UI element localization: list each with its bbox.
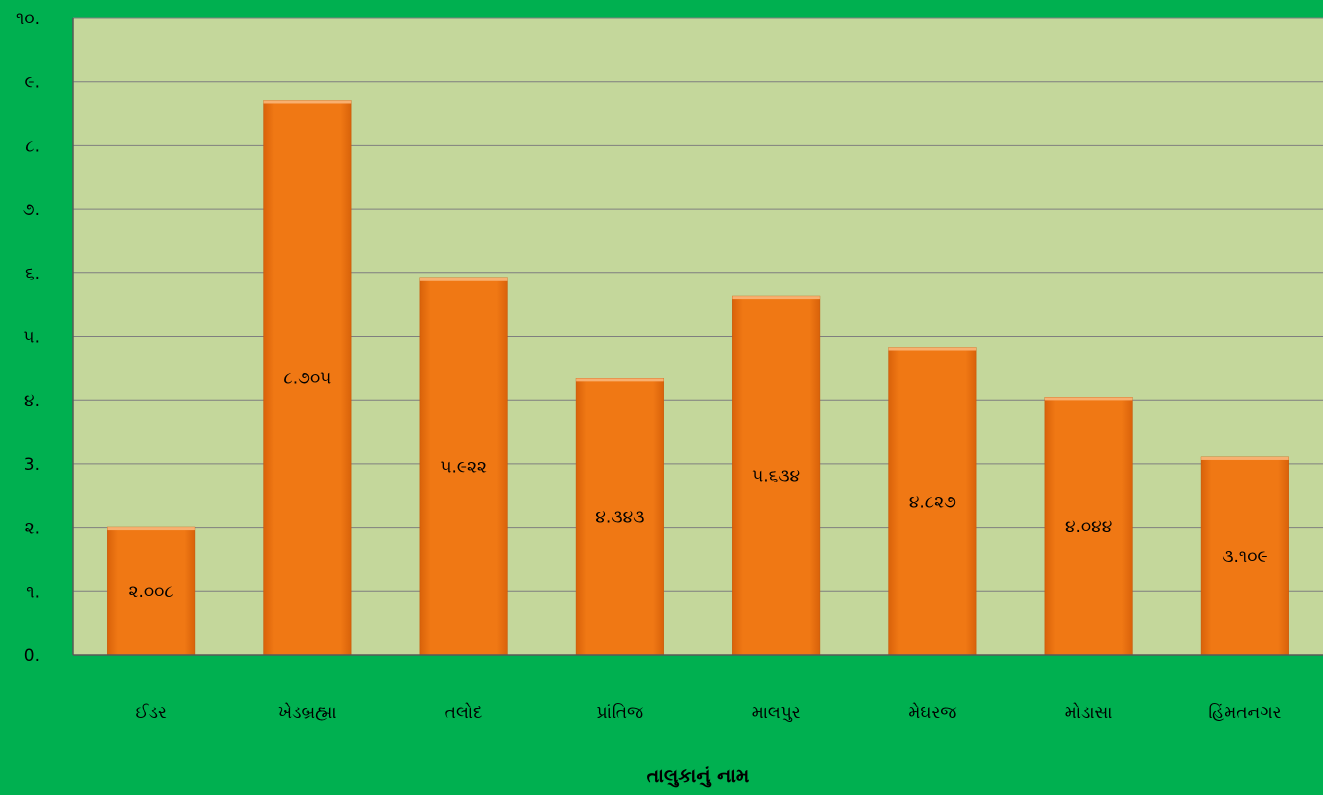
data-label: ૨.૦૦૮ — [129, 582, 174, 602]
x-tick-label: તલોદ — [445, 702, 483, 723]
bar-highlight — [1044, 397, 1133, 401]
y-tick-label: ૨. — [25, 519, 40, 539]
y-tick-label: ૧૦. — [16, 9, 40, 29]
bar — [419, 277, 508, 656]
bar — [107, 526, 196, 656]
y-tick-label: ૬. — [25, 264, 40, 284]
bar-highlight — [107, 527, 195, 531]
data-label: ૩.૧૦૯ — [1222, 547, 1267, 567]
x-tick-label: પ્રાંતિજ — [597, 703, 644, 723]
y-tick-label: 3. — [24, 455, 40, 475]
x-axis-ticks: ઈડર ખેડબ્રહ્મા તલોદ પ્રાંતિજ માલપુર મેઘરજ મોડા… — [136, 702, 1282, 723]
data-label: ૪.૮૨૭ — [909, 492, 956, 512]
y-tick-label: ૯. — [25, 73, 40, 93]
data-label: ૮.૭૦૫ — [283, 369, 331, 389]
bar — [888, 347, 977, 656]
y-axis-ticks: 0. ૧. ૨. 3. ૪. ૫. ૬. ૭. ૮. ૯. ૧૦. — [16, 9, 40, 666]
bar-highlight — [576, 378, 664, 382]
data-label: ૫.૯૨૨ — [440, 457, 487, 477]
bar-highlight — [732, 296, 820, 300]
bar-highlight — [419, 277, 508, 281]
x-axis-title: તાલુકાનું નામ — [647, 765, 750, 787]
bar-highlight — [263, 100, 352, 104]
bar — [1200, 456, 1289, 656]
data-label: ૫.૬૩૪ — [752, 467, 800, 487]
y-tick-label: ૧. — [26, 582, 40, 602]
bar-highlight — [888, 347, 977, 351]
x-tick-label: ખેડબ્રહ્મા — [278, 702, 336, 723]
bar — [575, 378, 664, 656]
x-tick-label: મોડાસા — [1065, 702, 1113, 723]
bar-highlight — [1201, 456, 1289, 460]
y-tick-label: 0. — [24, 646, 40, 666]
x-tick-label: માલપુર — [752, 703, 801, 723]
bar — [263, 100, 352, 656]
data-label: ૪.૩૪૩ — [595, 508, 644, 528]
x-tick-label: હિંમતનગર — [1208, 703, 1281, 723]
x-tick-label: મેઘરજ — [908, 702, 957, 723]
data-label: ૪.૦૪૪ — [1065, 517, 1112, 537]
y-tick-label: ૪. — [24, 391, 40, 411]
bar — [732, 295, 821, 656]
bars — [107, 100, 1289, 656]
y-tick-label: ૮. — [25, 136, 40, 156]
x-tick-label: ઈડર — [136, 703, 167, 723]
y-tick-label: ૫. — [23, 328, 40, 348]
data-labels: ૨.૦૦૮ ૮.૭૦૫ ૫.૯૨૨ ૪.૩૪૩ ૫.૬૩૪ ૪.૮૨૭ ૪.૦૪૪ ૩.૧૦૯ — [129, 369, 1268, 602]
y-tick-label: ૭. — [23, 200, 40, 220]
